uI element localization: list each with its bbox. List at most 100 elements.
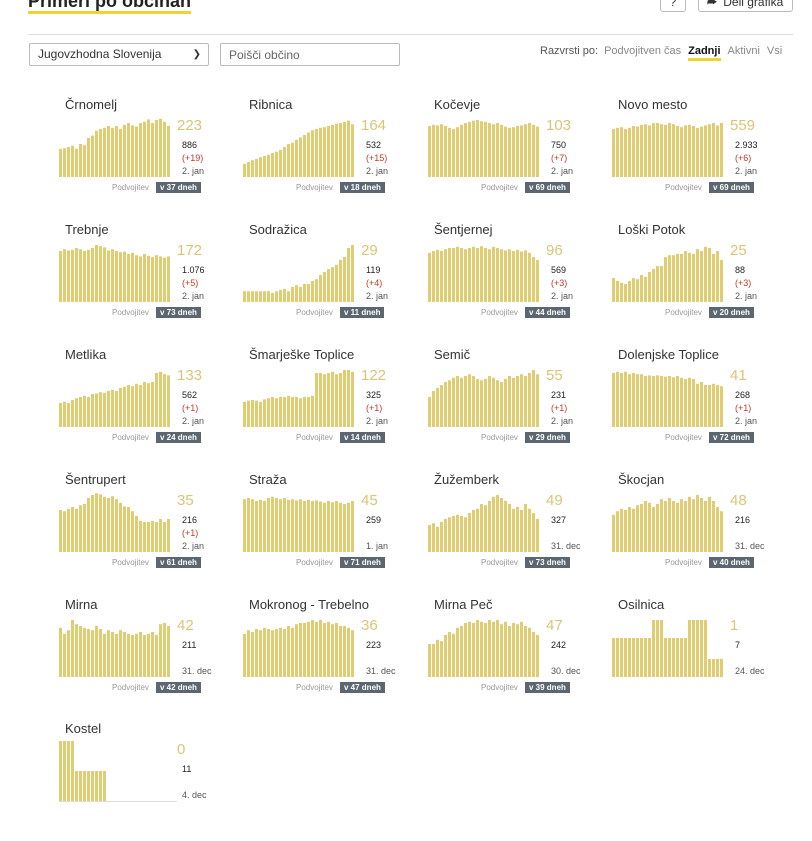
chart-bar xyxy=(115,126,118,177)
chart-bar xyxy=(492,377,495,427)
municipality-card[interactable]: Škocjan 48 216 31. dec Podvojitev v 40 dneh xyxy=(612,472,803,592)
chart-bar xyxy=(343,626,346,677)
chart-bar xyxy=(295,139,298,177)
chart-bar xyxy=(700,620,703,677)
chart-bar xyxy=(672,638,675,677)
chart-bar xyxy=(680,254,683,302)
chart-bar xyxy=(628,127,631,177)
chart-bar xyxy=(652,376,655,427)
recent-cases-value: 49 xyxy=(546,492,563,509)
chart-bar xyxy=(279,150,282,177)
sort-option-all[interactable]: Vsi xyxy=(766,45,783,57)
municipality-card[interactable]: Osilnica 1 7 24. dec xyxy=(612,597,803,717)
municipality-card[interactable]: Metlika 133 562 (+1) 2. jan Podvojitev v 24 dn… xyxy=(59,347,250,467)
municipality-card[interactable]: Mirna 42 211 31. dec Podvojitev v 42 dneh xyxy=(59,597,250,717)
municipality-card[interactable]: Sodražica 29 119 (+4) 2. jan Podvojitev v 11 d… xyxy=(243,222,434,342)
chart-bar xyxy=(283,147,286,177)
doubling-label: Podvojitev xyxy=(481,308,518,317)
total-cases-value: 2.933 xyxy=(735,140,758,150)
chart-bar xyxy=(536,260,539,302)
chart-bar xyxy=(708,248,711,302)
municipality-card[interactable]: Novo mesto 559 2.933 (+6) 2. jan Podvojitev v … xyxy=(612,97,803,217)
sort-option-doubling[interactable]: Podvojitven čas xyxy=(604,45,682,57)
chart-bar xyxy=(520,374,523,427)
municipality-card[interactable]: Mokronog - Trebelno 36 223 31. dec Podvojite… xyxy=(243,597,434,717)
chart-bar xyxy=(436,639,439,677)
chart-bar xyxy=(91,495,94,552)
chart-bar xyxy=(684,379,687,427)
chart-bar xyxy=(107,391,110,427)
chart-bar xyxy=(628,507,631,552)
chart-bar xyxy=(83,251,86,302)
recent-cases-value: 45 xyxy=(361,492,378,509)
chart-bar xyxy=(315,279,318,302)
chart-bar xyxy=(347,248,350,302)
municipality-card[interactable]: Kostel 0 11 4. dec xyxy=(59,721,250,841)
municipality-name: Osilnica xyxy=(618,597,665,612)
sort-option-active[interactable]: Aktivni xyxy=(727,45,760,57)
chart-bar xyxy=(151,382,154,427)
doubling-label: Podvojitev xyxy=(112,308,149,317)
municipality-search-input[interactable] xyxy=(220,43,400,66)
doubling-label: Podvojitev xyxy=(112,683,149,692)
municipality-card[interactable]: Loški Potok 25 88 (+3) 2. jan Podvojitev v 20 … xyxy=(612,222,803,342)
chart-bar xyxy=(496,620,499,677)
municipality-card[interactable]: Šmarješke Toplice 122 325 (+1) 2. jan Podvoji… xyxy=(243,347,434,467)
chart-bar xyxy=(251,160,254,177)
chart-bar xyxy=(508,504,511,552)
chart-bar xyxy=(484,505,487,552)
municipality-card[interactable]: Semič 55 231 (+1) 2. jan Podvojitev v 29 dneh xyxy=(428,347,619,467)
municipality-card[interactable]: Trebnje 172 1.076 (+5) 2. jan Podvojitev v 73 … xyxy=(59,222,250,342)
chart-bar xyxy=(464,249,467,302)
chart-bar xyxy=(339,260,342,302)
chart-bar xyxy=(131,511,134,552)
municipality-card[interactable]: Šentjernej 96 569 (+3) 2. jan Podvojitev v 44 … xyxy=(428,222,619,342)
chart-bar xyxy=(279,627,282,677)
chart-bar xyxy=(624,638,627,677)
chart-bar xyxy=(267,398,270,427)
chart-bar xyxy=(307,284,310,302)
chart-bar xyxy=(612,373,615,427)
chart-bar xyxy=(151,123,154,177)
chart-bar xyxy=(287,626,290,677)
chart-bar xyxy=(512,127,515,177)
chart-bar xyxy=(111,496,114,552)
chart-bar xyxy=(720,123,723,177)
chart-bar xyxy=(331,124,334,177)
chart-bar xyxy=(319,275,322,302)
case-bar-chart xyxy=(59,245,170,302)
chart-bar xyxy=(159,118,162,177)
municipality-card[interactable]: Ribnica 164 532 (+15) 2. jan Podvojitev v 18 d… xyxy=(243,97,434,217)
chart-bar xyxy=(536,519,539,552)
region-select[interactable]: Jugovzhodna Slovenija ❯ xyxy=(29,43,209,66)
chart-bar xyxy=(440,641,443,677)
doubling-badge: v 24 dneh xyxy=(156,432,201,443)
chart-bar xyxy=(664,501,667,552)
chart-bar xyxy=(504,501,507,552)
municipality-card[interactable]: Šentrupert 35 216 (+1) 2. jan Podvojitev v 61 … xyxy=(59,472,250,592)
chart-bar xyxy=(704,501,707,552)
municipality-card[interactable]: Črnomelj 223 886 (+19) 2. jan Podvojitev v 37 … xyxy=(59,97,250,217)
municipality-card[interactable]: Dolenjske Toplice 41 268 (+1) 2. jan Podvojit… xyxy=(612,347,803,467)
municipality-card[interactable]: Straža 45 259 1. jan Podvojitev v 71 dneh xyxy=(243,472,434,592)
chart-bar xyxy=(107,250,110,302)
municipality-card[interactable]: Kočevje 103 750 (+7) 2. jan Podvojitev v 69 dn… xyxy=(428,97,619,217)
total-cases-value: 562 xyxy=(182,390,198,400)
chart-bar xyxy=(271,630,274,677)
municipality-card[interactable]: Mirna Peč 47 242 30. dec Podvojitev v 39 dneh xyxy=(428,597,619,717)
chart-bar xyxy=(508,376,511,427)
share-button[interactable]: ⮫ Deli grafika xyxy=(698,0,793,12)
municipality-name: Kočevje xyxy=(434,97,481,112)
chart-bar xyxy=(488,376,491,427)
chart-bar xyxy=(307,132,310,177)
chart-bar xyxy=(680,377,683,427)
sort-option-latest[interactable]: Zadnji xyxy=(688,45,721,61)
chart-bar xyxy=(440,124,443,177)
chart-bar xyxy=(696,495,699,552)
chart-bar xyxy=(460,124,463,177)
municipality-card[interactable]: Žužemberk 49 327 31. dec Podvojitev v 73 dneh xyxy=(428,472,619,592)
help-button[interactable]: ? xyxy=(660,0,686,12)
chart-bar xyxy=(111,632,114,677)
chart-bar xyxy=(107,498,110,552)
chart-bar xyxy=(444,249,447,302)
